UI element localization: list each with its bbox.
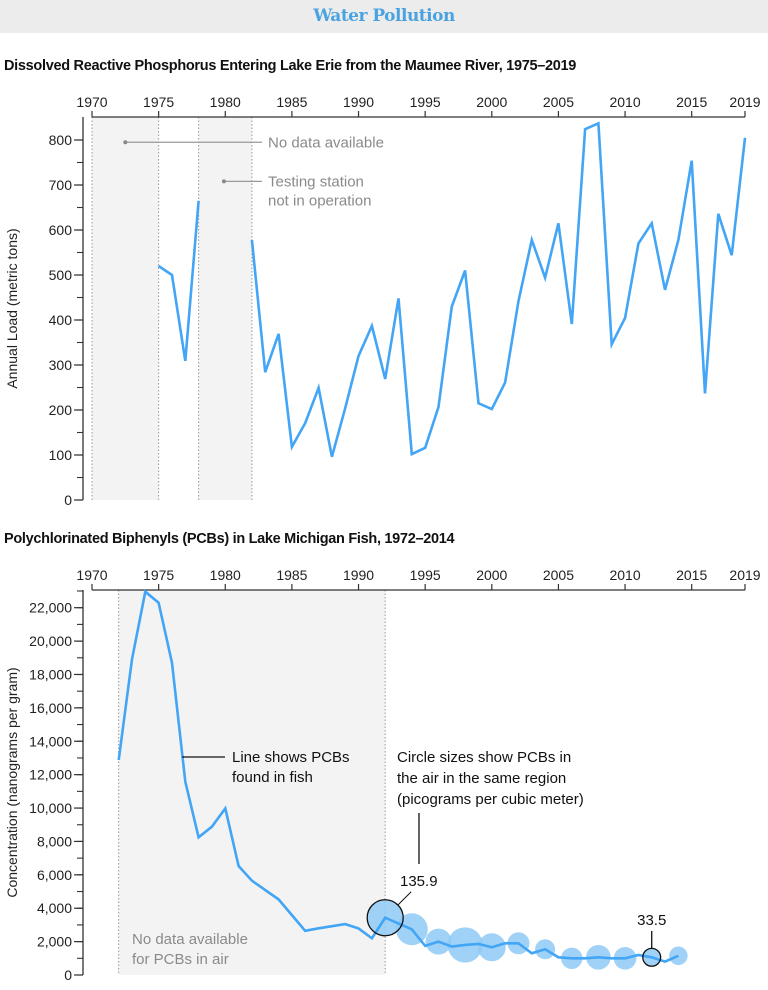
x-tick-label: 2015: [676, 567, 707, 583]
bubble-annotation-text: the air in the same region: [397, 770, 566, 787]
chart-title-phosphorus: Dissolved Reactive Phosphorus Entering L…: [4, 58, 577, 74]
y-axis-label: Annual Load (metric tons): [4, 228, 20, 388]
line-annotation-text: found in fish: [232, 769, 313, 786]
y-tick-label: 8,000: [37, 833, 72, 849]
y-tick-label: 600: [49, 222, 73, 238]
y-tick-label: 20,000: [29, 633, 72, 649]
line-annotation-text: Line shows PCBs: [232, 749, 350, 766]
y-tick-label: 0: [64, 967, 72, 983]
x-tick-label: 2019: [729, 94, 760, 110]
x-tick-label: 1975: [143, 94, 174, 110]
x-tick-label: 2019: [729, 567, 760, 583]
bubble-label-leader: [397, 891, 412, 906]
no-data-air-label: No data available: [132, 931, 248, 948]
y-tick-label: 400: [49, 312, 73, 328]
bubble-annotation-text: Circle sizes show PCBs in: [397, 749, 571, 766]
y-tick-label: 4,000: [37, 900, 72, 916]
x-tick-label: 1995: [410, 567, 441, 583]
x-tick-label: 1970: [76, 94, 107, 110]
no-data-shaded-region: [92, 117, 159, 500]
phosphorus-load-line: [250, 121, 747, 458]
x-tick-label: 2005: [543, 94, 574, 110]
x-tick-label: 1980: [210, 567, 241, 583]
x-tick-label: 1985: [276, 94, 307, 110]
annotation-testing-station: not in operation: [268, 192, 371, 209]
annotation-testing-station: Testing station: [268, 173, 364, 190]
y-tick-label: 700: [49, 177, 73, 193]
y-tick-label: 14,000: [29, 733, 72, 749]
annotation-no-data: No data available: [268, 134, 384, 151]
x-tick-label: 2010: [609, 94, 640, 110]
y-tick-label: 10,000: [29, 800, 72, 816]
y-tick-label: 200: [49, 402, 73, 418]
bubble-value-label-135-9: 135.9: [400, 873, 438, 890]
phosphorus-load-line: [157, 200, 200, 362]
no-data-air-label: for PCBs in air: [132, 951, 229, 968]
x-tick-label: 2000: [476, 94, 507, 110]
annotation-dot: [221, 179, 226, 184]
highlighted-bubble-outline: [366, 899, 404, 937]
chart-title-pcbs: Polychlorinated Biphenyls (PCBs) in Lake…: [4, 531, 455, 547]
bubble-annotation-text: (picograms per cubic meter): [397, 791, 584, 808]
y-tick-label: 300: [49, 357, 73, 373]
x-tick-label: 1995: [410, 94, 441, 110]
x-tick-label: 1975: [143, 567, 174, 583]
y-tick-label: 12,000: [29, 767, 72, 783]
x-tick-label: 1970: [76, 567, 107, 583]
y-axis-label: Concentration (nanograms per gram): [4, 667, 20, 897]
y-tick-label: 22,000: [29, 600, 72, 616]
x-tick-label: 2000: [476, 567, 507, 583]
y-tick-label: 100: [49, 447, 73, 463]
y-tick-label: 0: [64, 492, 72, 508]
bubble-value-label-33-5: 33.5: [637, 912, 666, 929]
y-tick-label: 18,000: [29, 666, 72, 682]
y-tick-label: 800: [49, 132, 73, 148]
no-data-shaded-region: [118, 590, 386, 975]
x-tick-label: 1990: [343, 567, 374, 583]
x-tick-label: 1985: [276, 567, 307, 583]
no-data-shaded-region: [198, 117, 252, 500]
x-tick-label: 2015: [676, 94, 707, 110]
y-tick-label: 2,000: [37, 934, 72, 950]
x-tick-label: 1980: [210, 94, 241, 110]
y-tick-label: 16,000: [29, 700, 72, 716]
x-tick-label: 1990: [343, 94, 374, 110]
x-tick-label: 2005: [543, 567, 574, 583]
section-header: Water Pollution: [0, 0, 768, 33]
y-tick-label: 6,000: [37, 867, 72, 883]
x-tick-label: 2010: [609, 567, 640, 583]
fish-pcb-line: [117, 589, 679, 963]
section-title: Water Pollution: [313, 6, 455, 26]
highlighted-bubble-outline: [642, 947, 662, 967]
annotation-dot: [123, 140, 128, 145]
y-tick-label: 500: [49, 267, 73, 283]
